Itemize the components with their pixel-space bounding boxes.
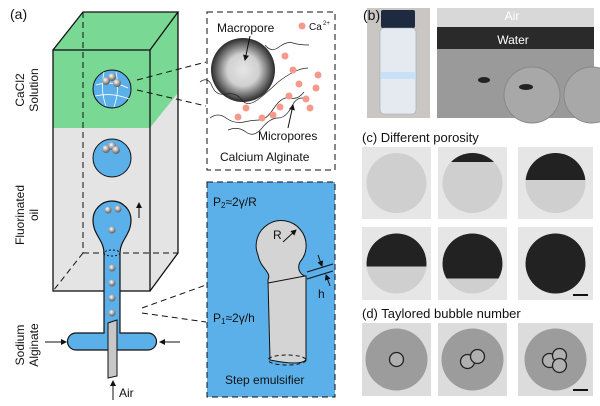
svg-text:Alginate: Alginate	[27, 323, 41, 367]
micropores-label: Micropores	[258, 129, 317, 143]
scale-bar	[573, 389, 588, 391]
p2-equation: P2≈2γ/R	[213, 195, 257, 210]
porosity-image	[362, 147, 431, 219]
ion-charge: 2+	[323, 21, 330, 27]
bubble-number-image	[438, 323, 507, 396]
step-emulsifier-inset: R h P2≈2γ/R P1≈2γ/h Step emulsifier	[206, 181, 336, 398]
bubble-cluster	[442, 153, 503, 162]
svg-text:oil: oil	[27, 209, 41, 221]
svg-text:CaCl2: CaCl2	[13, 73, 27, 107]
bubble-cluster	[525, 233, 586, 294]
inset-caption: Calcium Alginate	[220, 150, 310, 164]
svg-text:Fluorinated: Fluorinated	[13, 185, 27, 245]
porosity-image	[518, 147, 593, 219]
bubble	[388, 351, 405, 368]
svg-text:Solution: Solution	[27, 68, 41, 111]
r-label: R	[273, 228, 282, 242]
porosity-image	[518, 227, 593, 300]
panel-c-label: (c) Different porosity	[362, 130, 479, 145]
porosity-images	[362, 147, 593, 300]
panel-b-label: (b)	[363, 7, 380, 23]
p1-equation: P1≈2γ/h	[213, 311, 255, 326]
ion-label: Ca	[309, 22, 322, 33]
panel-a-label: (a)	[10, 6, 27, 22]
gelled-droplet	[92, 69, 132, 109]
water-layer-label: Water	[497, 33, 529, 47]
forming-droplet-nozzle	[66, 200, 158, 379]
step-caption: Step emulsifier	[225, 373, 304, 387]
panel-b: (b) Air Water	[363, 7, 600, 124]
scale-bar	[573, 294, 588, 296]
oil-droplet	[92, 138, 132, 178]
porosity-image	[438, 227, 507, 300]
zoom-lines	[136, 61, 207, 323]
h-label: h	[318, 287, 325, 301]
air-label: Air	[119, 386, 134, 400]
svg-text:Sodium: Sodium	[13, 325, 27, 366]
calcium-alginate-inset: Macropore Ca 2+ Micropores Calcium Algin…	[199, 11, 336, 171]
macropore-label: Macropore	[217, 21, 275, 35]
side-labels: CaCl2 Solution Fluorinated oil Sodium Al…	[13, 68, 41, 366]
bubble-number-images	[362, 323, 593, 396]
air-layer-label: Air	[505, 9, 520, 23]
bubble-number-image	[518, 323, 593, 396]
porosity-image	[362, 227, 431, 300]
panel-d-label: (d) Taylored bubble number	[362, 306, 521, 321]
bubble	[551, 357, 568, 374]
porosity-image	[438, 147, 507, 219]
bubble-number-image	[362, 323, 431, 396]
bubble	[469, 348, 486, 365]
